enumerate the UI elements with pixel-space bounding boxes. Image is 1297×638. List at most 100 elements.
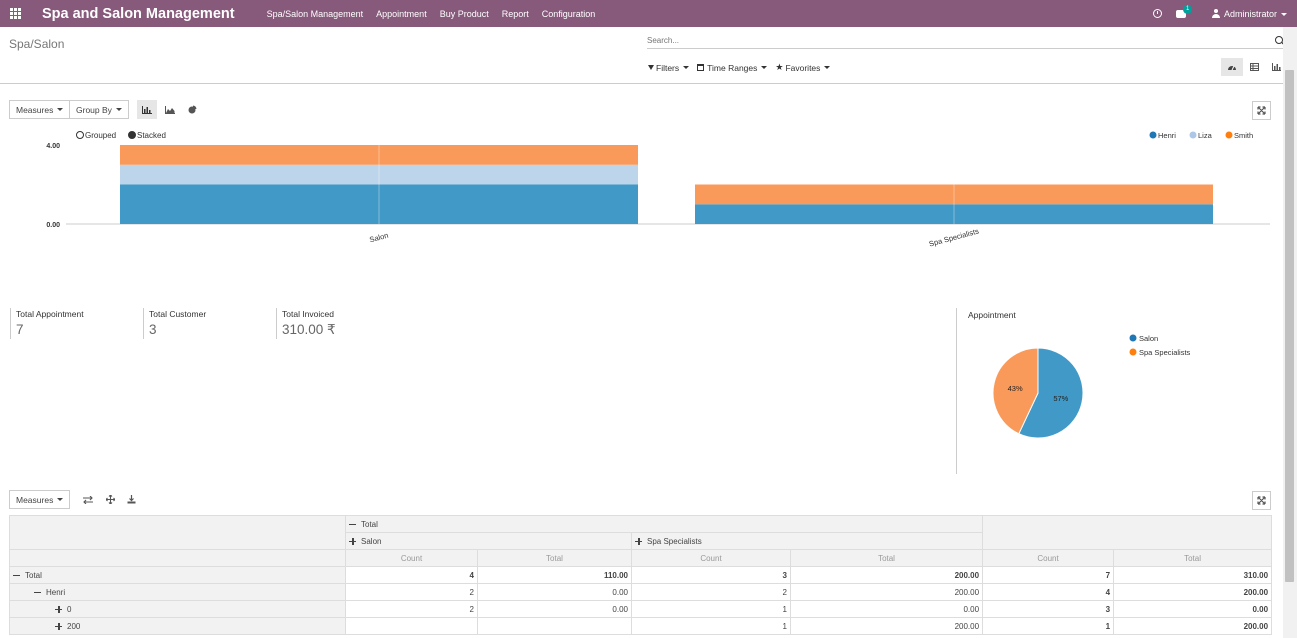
- scrollbar-thumb[interactable]: [1285, 70, 1294, 582]
- app-title[interactable]: Spa and Salon Management: [42, 5, 235, 22]
- activity-clock-icon[interactable]: [1152, 9, 1162, 18]
- download-icon: [127, 495, 135, 504]
- measure-header[interactable]: Count: [982, 549, 1115, 567]
- legend-label[interactable]: Spa Specialists: [1139, 348, 1191, 357]
- pie-chart-mode-button[interactable]: [182, 100, 202, 119]
- col-header-salon[interactable]: Salon: [345, 532, 632, 550]
- table-cell[interactable]: 2: [345, 583, 478, 601]
- legend-label[interactable]: Salon: [1139, 334, 1158, 343]
- menu-item-appointment[interactable]: Appointment: [376, 8, 427, 19]
- bar-segment-henri[interactable]: [695, 204, 1213, 224]
- chat-icon[interactable]: 1: [1175, 4, 1193, 18]
- breadcrumb[interactable]: Spa/Salon: [9, 37, 65, 51]
- flip-axis-button[interactable]: [78, 490, 98, 509]
- table-cell[interactable]: 0.00: [789, 600, 984, 618]
- time-ranges-button[interactable]: Time Ranges: [697, 62, 768, 73]
- expand-graph-button[interactable]: [1252, 101, 1271, 120]
- table-cell[interactable]: 3: [982, 600, 1115, 618]
- legend-label[interactable]: Henri: [1158, 131, 1176, 140]
- table-cell[interactable]: [345, 617, 478, 635]
- table-cell[interactable]: 310.00: [1113, 566, 1273, 584]
- bar-segment-smith[interactable]: [120, 145, 638, 165]
- pie-data-label: 43%: [1008, 384, 1023, 393]
- menu-item-spa-salon-management[interactable]: Spa/Salon Management: [266, 8, 364, 19]
- table-cell[interactable]: 0.00: [477, 600, 632, 618]
- measures-dropdown[interactable]: Measures: [9, 100, 71, 119]
- mode-radio-grouped[interactable]: [76, 131, 84, 139]
- view-switcher: [1221, 58, 1287, 76]
- menu-item-report[interactable]: Report: [501, 8, 529, 19]
- group-by-dropdown[interactable]: Group By: [69, 100, 129, 119]
- legend-swatch[interactable]: [1189, 131, 1197, 139]
- row-header[interactable]: 0: [9, 600, 346, 618]
- search-input[interactable]: [647, 33, 1267, 48]
- table-cell[interactable]: 1: [982, 617, 1115, 635]
- kpi-total-appointment[interactable]: Total Appointment 7: [10, 308, 84, 339]
- measure-header[interactable]: Count: [631, 549, 791, 567]
- menu-item-buy-product[interactable]: Buy Product: [439, 8, 489, 19]
- line-chart-mode-button[interactable]: [160, 100, 180, 119]
- search-icon[interactable]: [1275, 36, 1283, 44]
- table-cell[interactable]: 0.00: [1113, 600, 1273, 618]
- pivot-view-button[interactable]: [1243, 58, 1265, 76]
- pie-slice-spa-specialists[interactable]: [992, 347, 1039, 435]
- table-cell[interactable]: 200.00: [789, 583, 984, 601]
- user-menu[interactable]: Administrator: [1224, 9, 1287, 19]
- table-cell[interactable]: 200.00: [789, 617, 984, 635]
- legend-label[interactable]: Smith: [1234, 131, 1253, 140]
- measure-header[interactable]: Total: [477, 549, 632, 567]
- table-cell[interactable]: 4: [982, 583, 1115, 601]
- caret-down-icon: [683, 66, 690, 69]
- table-cell[interactable]: 4: [345, 566, 478, 584]
- menu-item-configuration[interactable]: Configuration: [541, 8, 596, 19]
- legend-swatch[interactable]: [1129, 348, 1137, 356]
- expand-pivot-button[interactable]: [1252, 491, 1271, 510]
- bar-segment-smith[interactable]: [695, 184, 1213, 205]
- table-cell[interactable]: 2: [345, 600, 478, 618]
- mode-label[interactable]: Stacked: [137, 131, 166, 140]
- bar-segment-liza[interactable]: [120, 164, 638, 185]
- favorites-button[interactable]: ★ Favorites: [775, 62, 831, 73]
- dashboard-view-button[interactable]: [1221, 58, 1243, 76]
- kpi-label: Total Invoiced: [282, 309, 334, 319]
- table-cell[interactable]: 1: [631, 600, 791, 618]
- row-header[interactable]: Total: [9, 566, 346, 584]
- row-header[interactable]: Henri: [9, 583, 346, 601]
- table-cell[interactable]: 200.00: [789, 566, 984, 584]
- col-header-total[interactable]: Total: [344, 515, 984, 533]
- row-header[interactable]: 200: [9, 617, 346, 635]
- col-header-spa-specialists[interactable]: Spa Specialists: [630, 532, 984, 550]
- table-cell[interactable]: 0.00: [477, 583, 632, 601]
- pie-slice-salon[interactable]: [1018, 347, 1084, 439]
- legend-swatch[interactable]: [1129, 334, 1137, 342]
- table-cell[interactable]: 3: [631, 566, 791, 584]
- table-cell[interactable]: 200.00: [1113, 583, 1273, 601]
- mode-label[interactable]: Grouped: [85, 131, 116, 140]
- measure-header[interactable]: Total: [1113, 549, 1273, 567]
- page-scrollbar[interactable]: [1283, 27, 1297, 638]
- table-cell[interactable]: [477, 617, 632, 635]
- table-cell[interactable]: 7: [982, 566, 1115, 584]
- table-cell[interactable]: 2: [631, 583, 791, 601]
- legend-label[interactable]: Liza: [1198, 131, 1213, 140]
- table-cell[interactable]: 110.00: [477, 566, 632, 584]
- download-button[interactable]: [121, 490, 141, 509]
- filters-button[interactable]: Filters: [648, 62, 690, 73]
- expand-all-button[interactable]: [100, 490, 120, 509]
- measure-header[interactable]: Count: [345, 549, 478, 567]
- apps-menu-icon[interactable]: [0, 0, 30, 27]
- legend-swatch[interactable]: [1225, 131, 1233, 139]
- table-cell[interactable]: 200.00: [1113, 617, 1273, 635]
- graph-view-button[interactable]: [1265, 58, 1287, 76]
- kpi-total-invoiced[interactable]: Total Invoiced 310.00 ₹: [276, 308, 336, 339]
- bar-chart-mode-button[interactable]: [137, 100, 157, 119]
- pivot-measures-dropdown[interactable]: Measures: [9, 490, 71, 509]
- kpi-total-customer[interactable]: Total Customer 3: [143, 308, 206, 339]
- measure-header[interactable]: Total: [789, 549, 984, 567]
- col-header-label: Spa Specialists: [647, 536, 702, 546]
- bar-segment-henri[interactable]: [120, 184, 638, 225]
- table-cell[interactable]: 1: [631, 617, 791, 635]
- top-navbar: Spa and Salon Management Spa/Salon Manag…: [0, 0, 1297, 27]
- legend-swatch[interactable]: [1149, 131, 1157, 139]
- mode-radio-stacked[interactable]: [128, 131, 136, 139]
